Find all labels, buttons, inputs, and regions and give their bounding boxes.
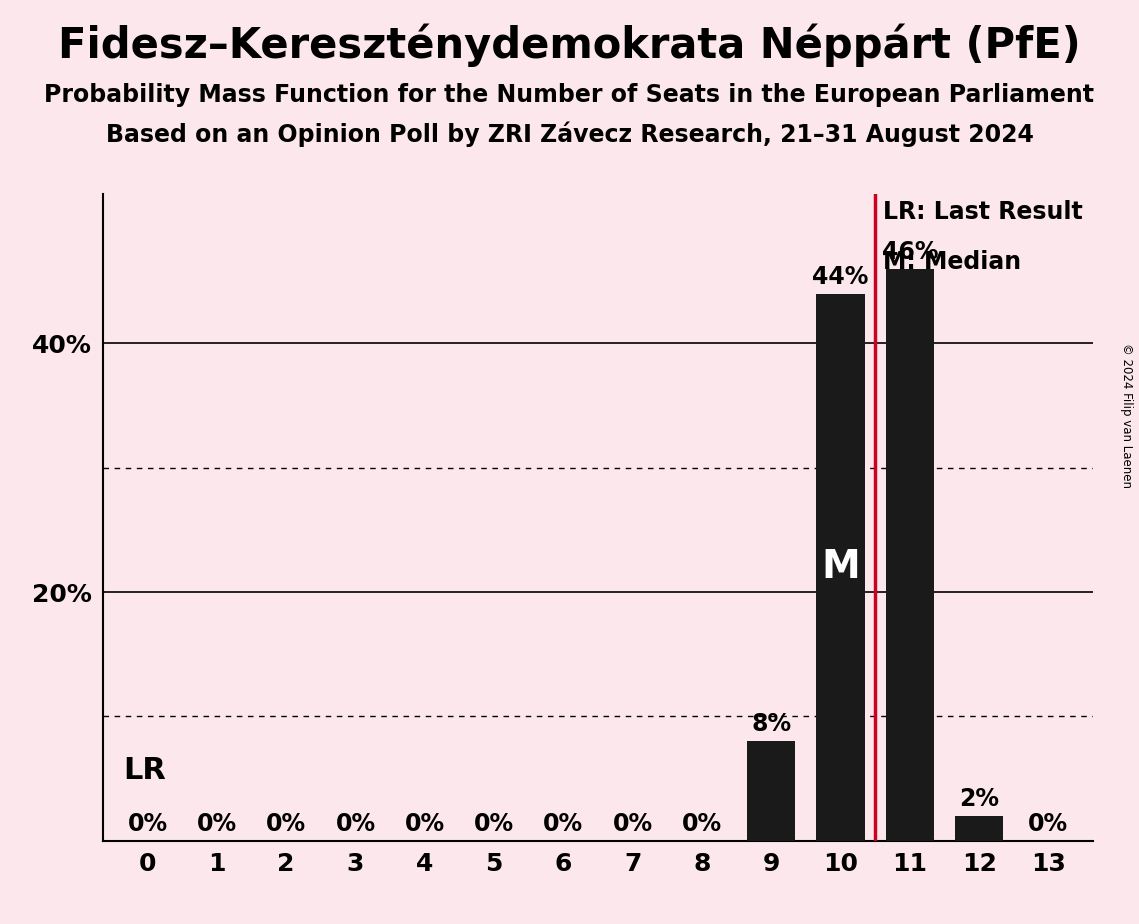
Text: 0%: 0% — [197, 812, 237, 836]
Bar — [885, 269, 934, 841]
Text: Based on an Opinion Poll by ZRI Závecz Research, 21–31 August 2024: Based on an Opinion Poll by ZRI Závecz R… — [106, 122, 1033, 148]
Text: © 2024 Filip van Laenen: © 2024 Filip van Laenen — [1121, 344, 1133, 488]
Text: 0%: 0% — [613, 812, 653, 836]
Text: 2%: 2% — [959, 787, 999, 811]
Text: 0%: 0% — [474, 812, 514, 836]
Text: 0%: 0% — [267, 812, 306, 836]
Text: LR: LR — [123, 756, 166, 784]
Text: M: Median: M: Median — [884, 250, 1022, 274]
Text: Fidesz–Kereszténydemokrata Néppárt (PfE): Fidesz–Kereszténydemokrata Néppárt (PfE) — [58, 23, 1081, 67]
Bar — [747, 741, 795, 841]
Text: 44%: 44% — [812, 264, 869, 288]
Text: 0%: 0% — [543, 812, 583, 836]
Text: 0%: 0% — [404, 812, 445, 836]
Text: 0%: 0% — [682, 812, 722, 836]
Bar — [954, 816, 1003, 841]
Text: LR: Last Result: LR: Last Result — [884, 201, 1083, 225]
Text: M: M — [821, 548, 860, 586]
Text: 46%: 46% — [882, 239, 939, 263]
Text: 8%: 8% — [751, 712, 792, 736]
Text: Probability Mass Function for the Number of Seats in the European Parliament: Probability Mass Function for the Number… — [44, 83, 1095, 107]
Text: 0%: 0% — [1029, 812, 1068, 836]
Text: 0%: 0% — [335, 812, 376, 836]
Text: 0%: 0% — [128, 812, 167, 836]
Bar — [817, 294, 865, 841]
